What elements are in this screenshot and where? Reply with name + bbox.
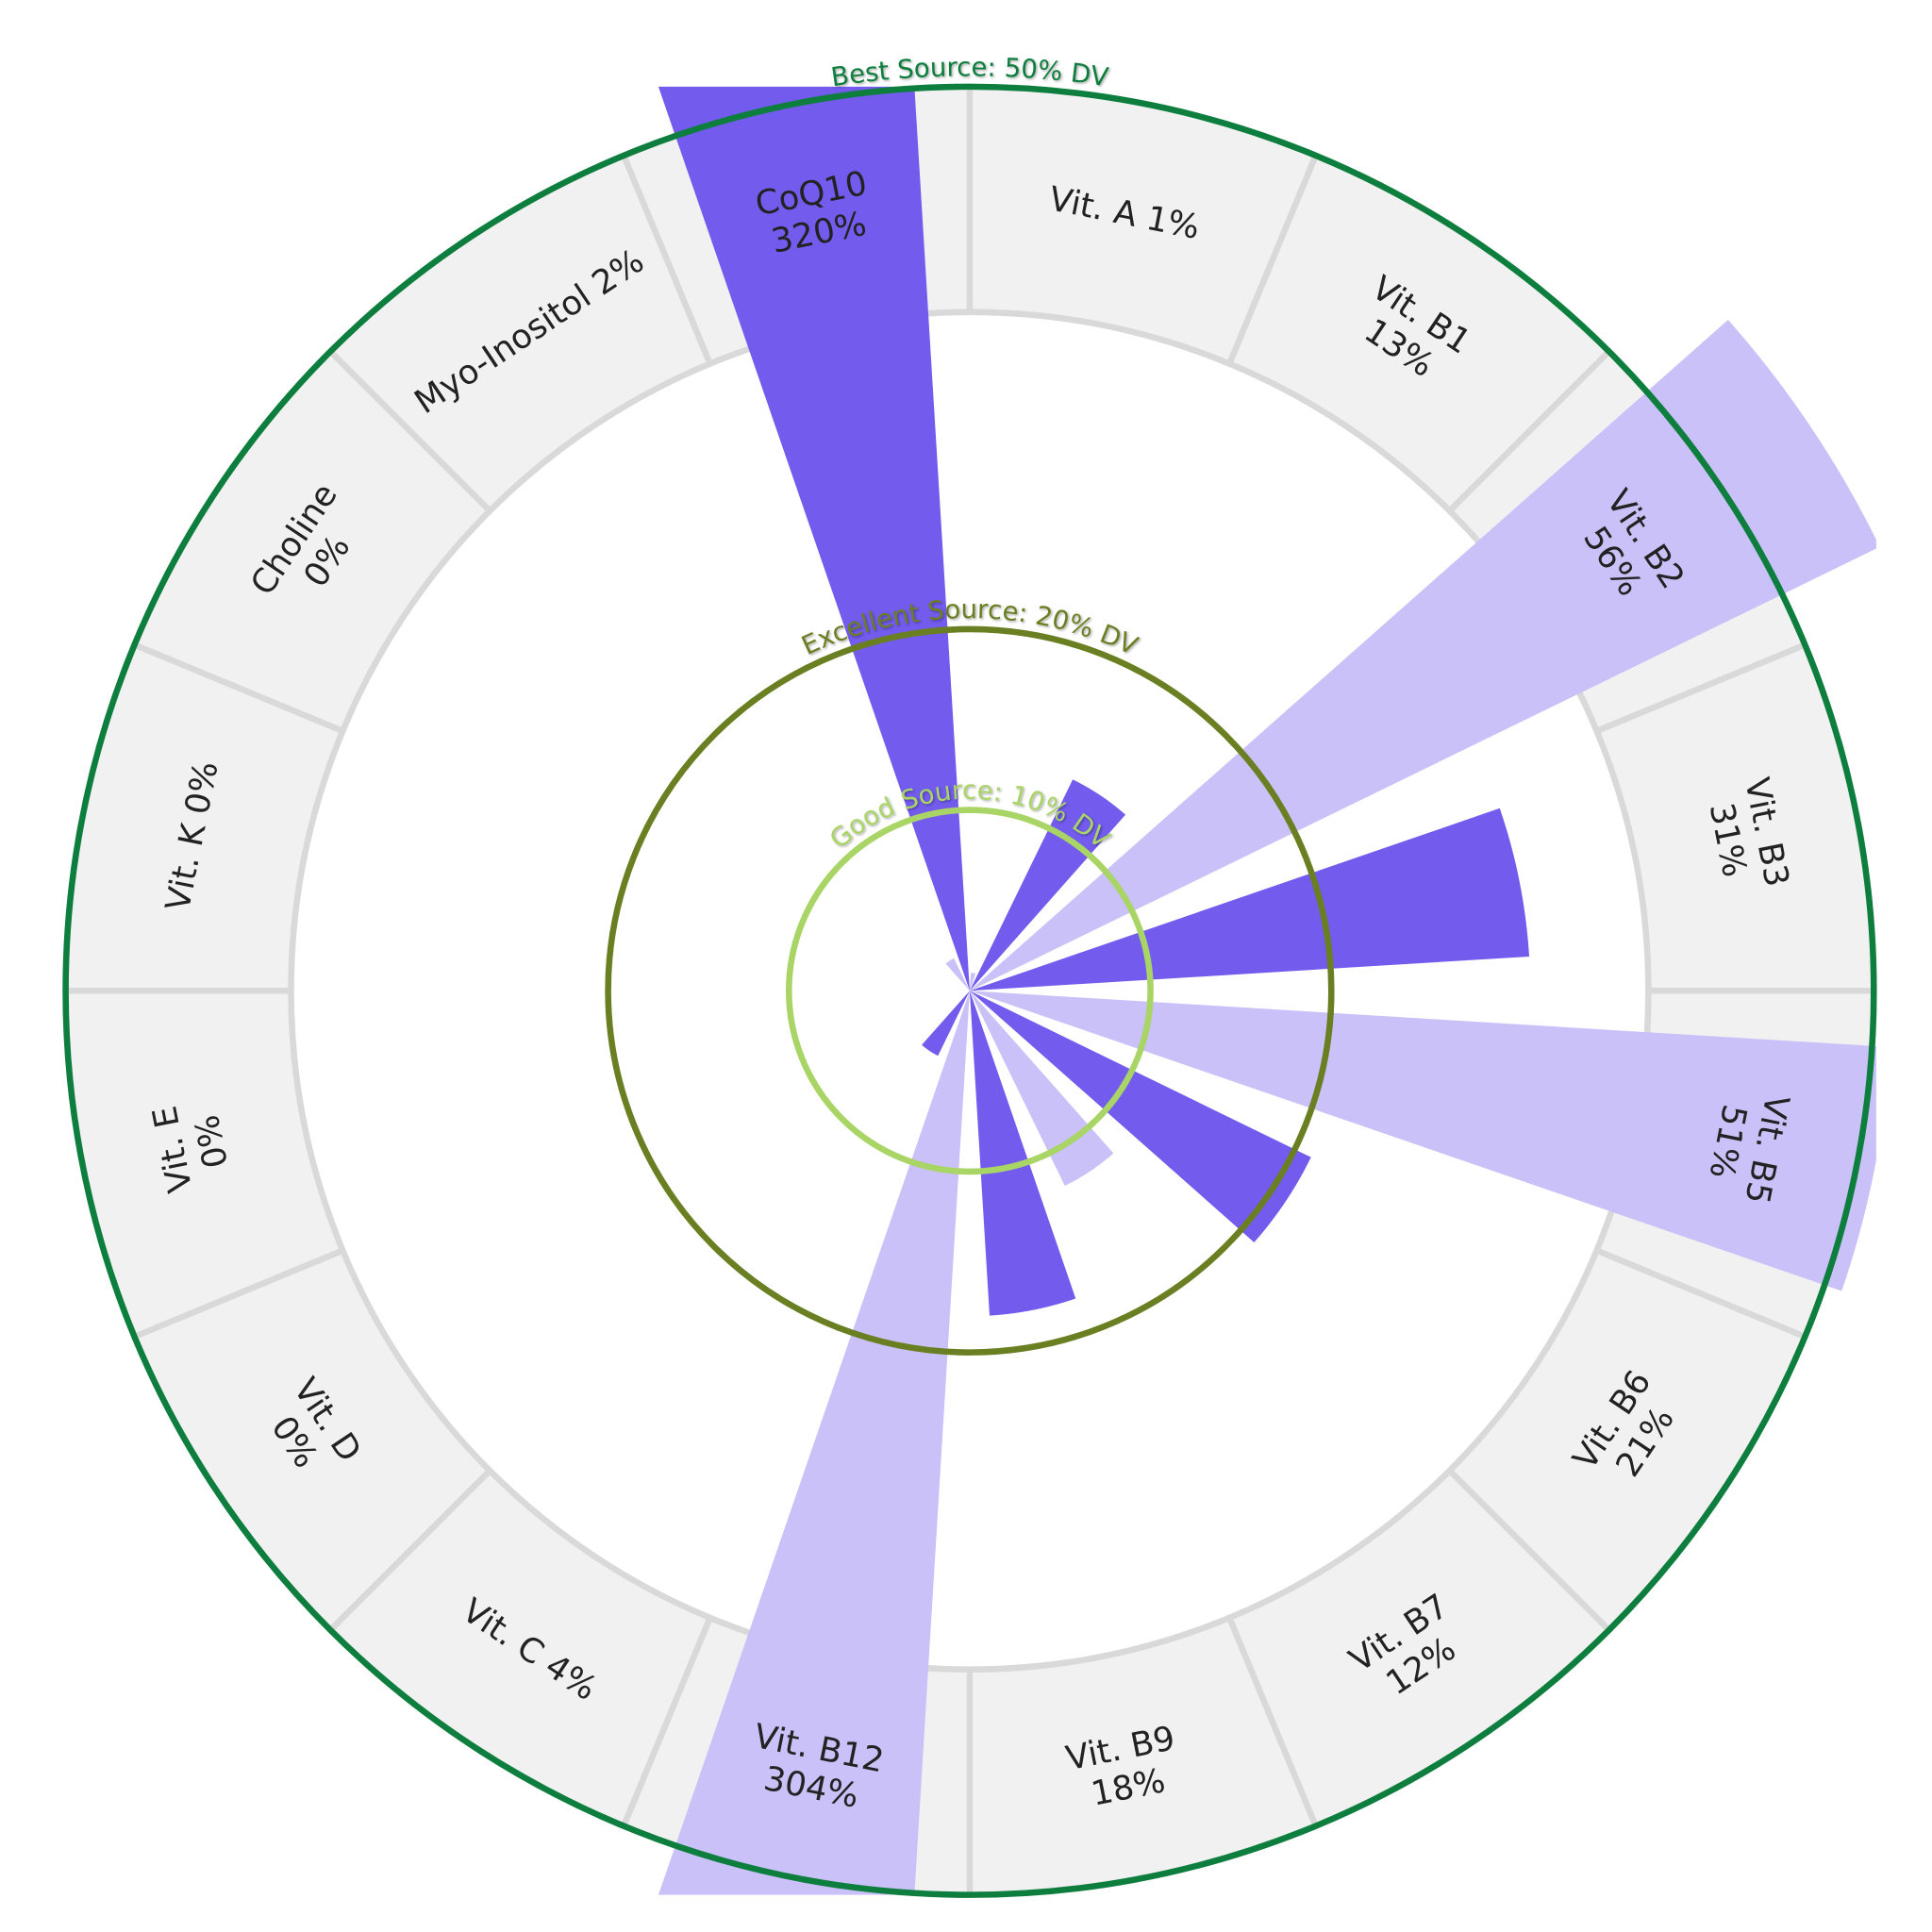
segment-divider [1595,1247,1807,1341]
segment-divider [621,1616,713,1827]
bar-vit-b2[interactable] [969,320,1876,991]
segment-divider [1226,1616,1319,1827]
segment-divider [327,349,492,513]
bar-coq10[interactable] [658,86,970,991]
segment-divider [621,154,713,365]
segment-divider [133,641,344,734]
segment-divider [1226,154,1319,365]
band-inner-border [288,308,1652,1673]
segment-divider [133,1247,344,1341]
bar-vit-b12[interactable] [658,991,970,1895]
bar-vit-b3[interactable] [969,808,1530,991]
ring-50 [62,83,1877,1898]
bar-vit-b9[interactable] [969,991,1076,1316]
bar-vit-b1[interactable] [969,779,1126,991]
bar-vit-b5[interactable] [969,991,1876,1291]
bar-vit-c[interactable] [922,991,970,1057]
label-band [65,86,1874,1895]
bar-myo-inositol[interactable] [945,958,970,991]
bar-vit-a[interactable] [969,973,976,991]
segment-divider [327,1468,492,1633]
segment-divider [1447,349,1611,513]
segment-divider [1447,1468,1611,1633]
bar-vit-b6[interactable] [969,991,1311,1242]
ring-10 [785,807,1154,1175]
ring-20 [605,625,1335,1356]
segment-divider [1595,641,1807,734]
bars [658,86,1876,1895]
